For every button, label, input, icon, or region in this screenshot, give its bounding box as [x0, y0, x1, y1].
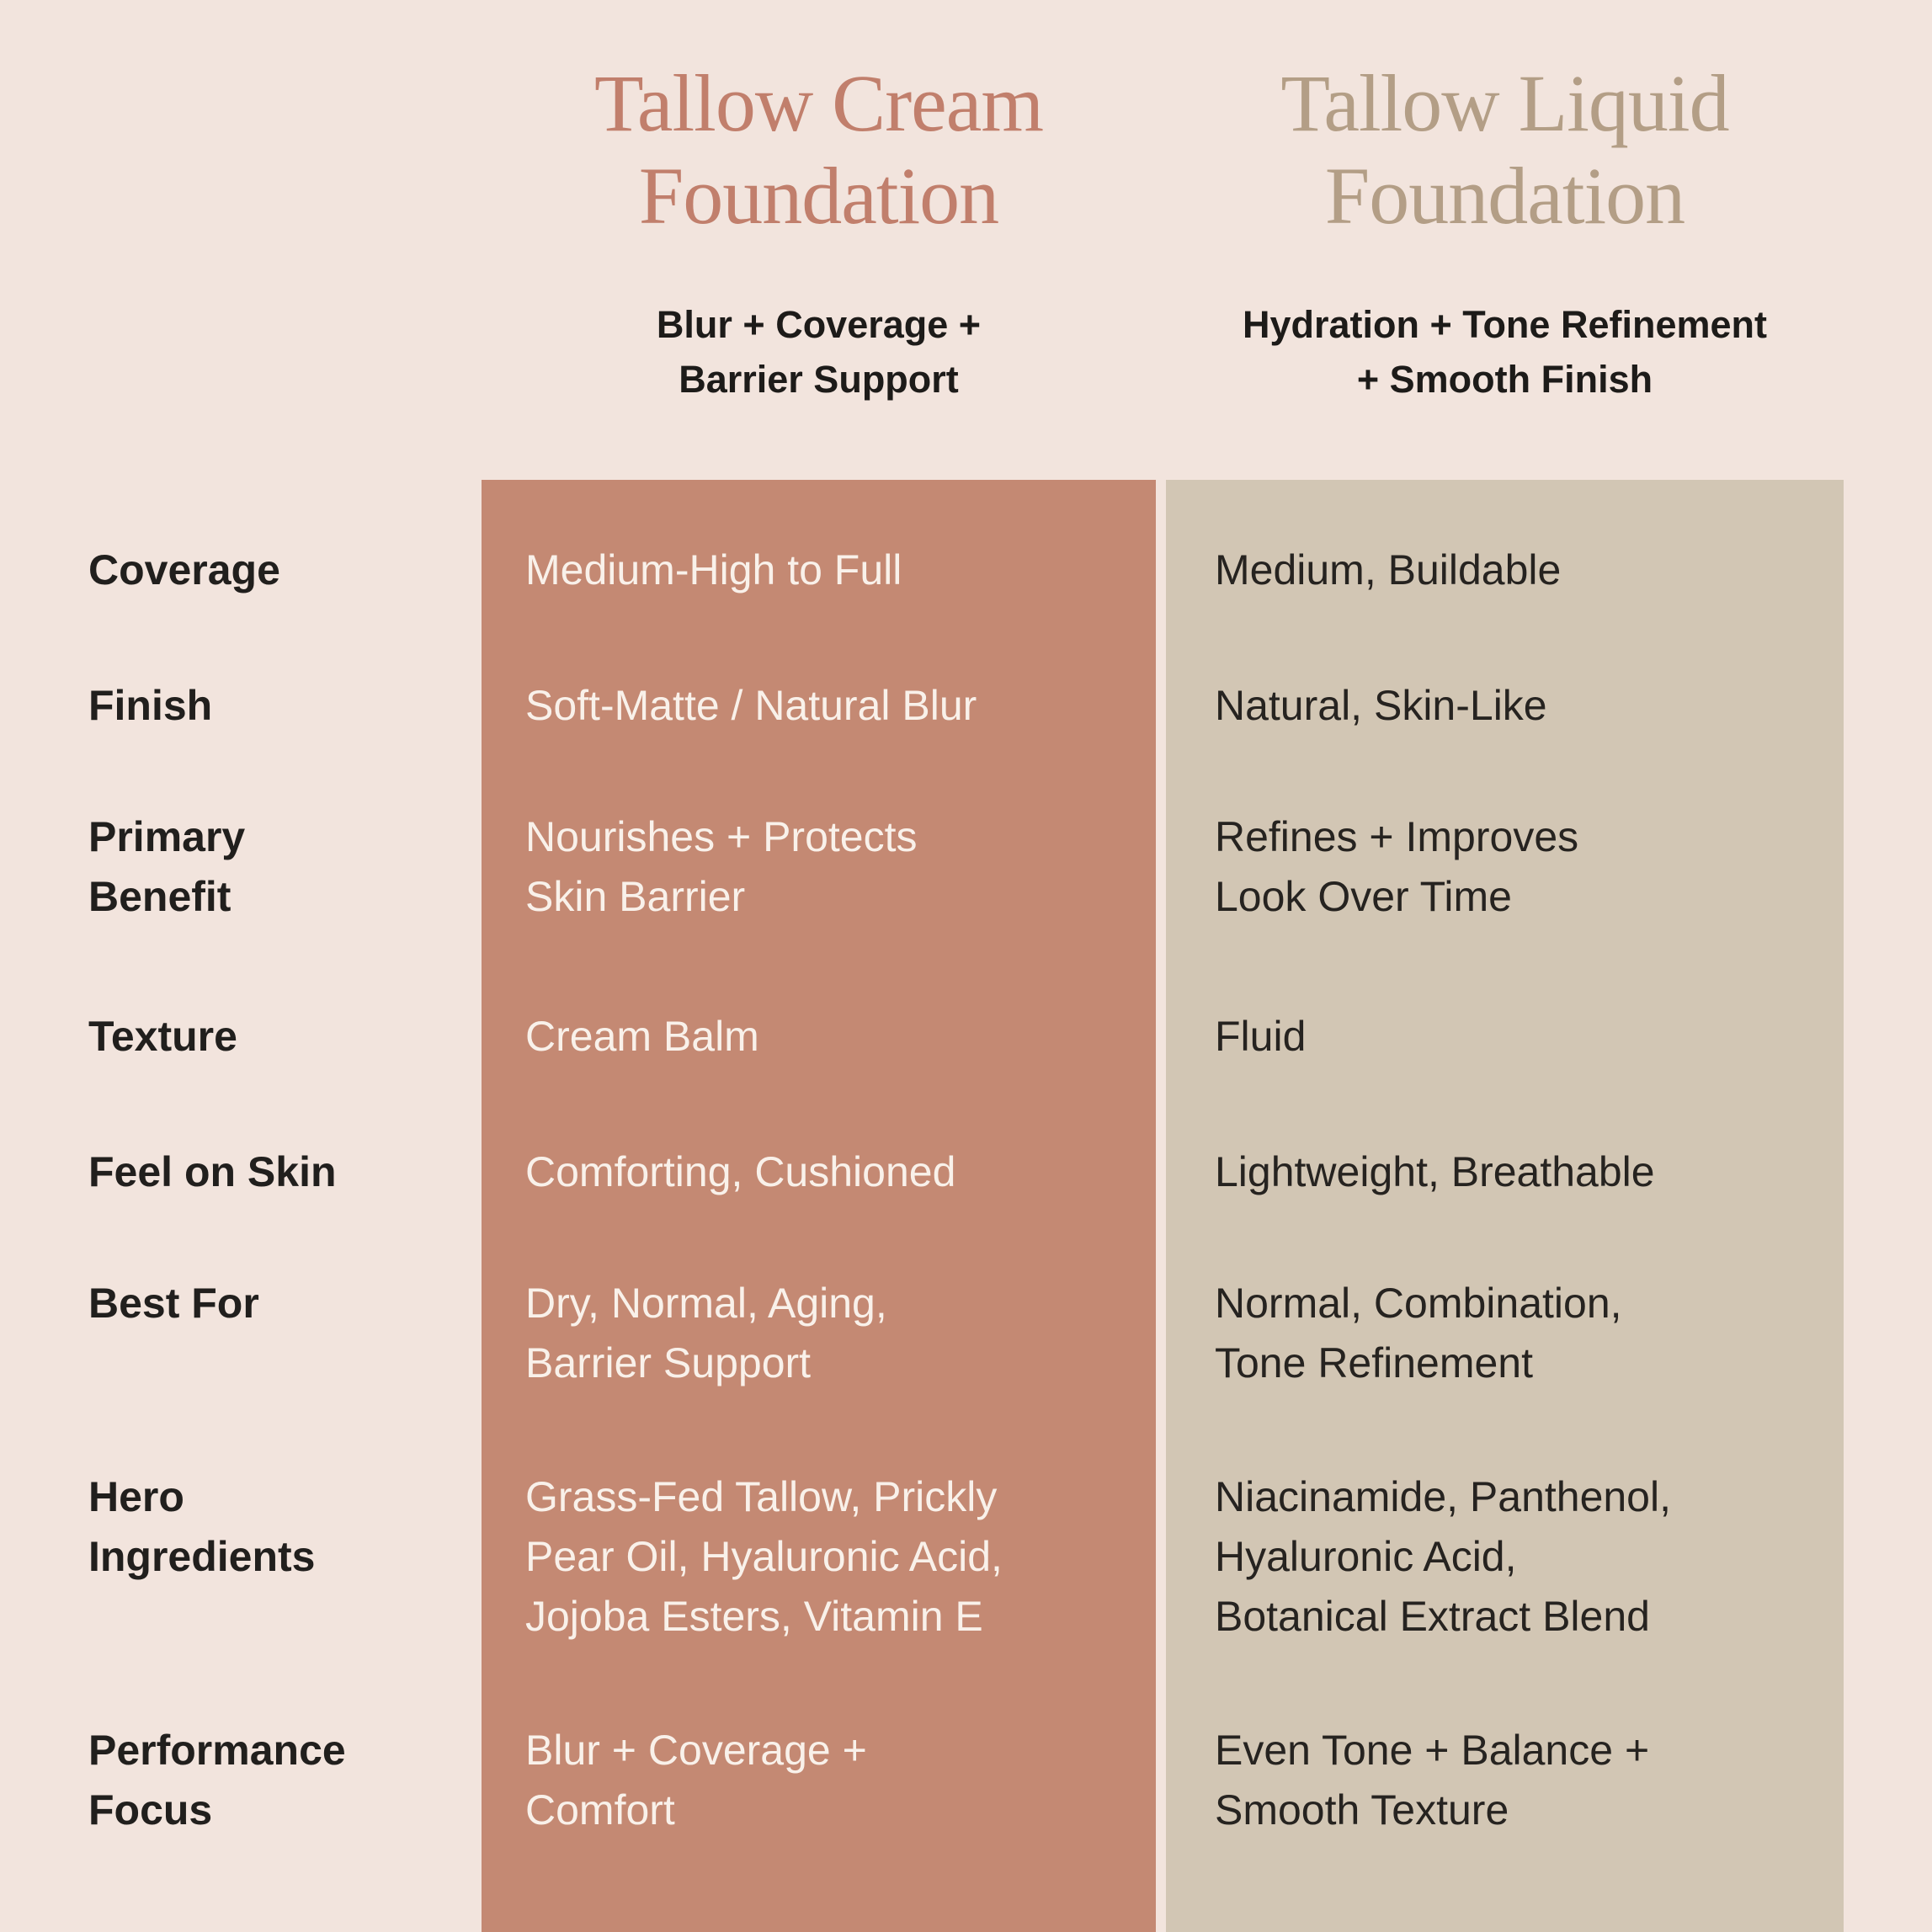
- liquid-value: Natural, Skin-Like: [1215, 682, 1547, 729]
- cream-column-header: Tallow Cream Foundation Blur + Coverage …: [482, 57, 1156, 407]
- table-row-finish: Finish Soft-Matte / Natural Blur Natural…: [0, 600, 1932, 736]
- cream-column-subtitle: Blur + Coverage + Barrier Support: [656, 302, 982, 402]
- cream-value: Medium-High to Full: [525, 546, 902, 593]
- cream-value: Soft-Matte / Natural Blur: [525, 682, 977, 729]
- table-row-hero-ingredients: Hero Ingredients Grass-Fed Tallow, Prick…: [0, 1393, 1932, 1647]
- table-row-coverage: Coverage Medium-High to Full Medium, Bui…: [0, 480, 1932, 600]
- liquid-value: Medium, Buildable: [1215, 546, 1562, 593]
- liquid-value: Niacinamide, Panthenol, Hyaluronic Acid,…: [1215, 1473, 1671, 1640]
- cream-value: Blur + Coverage + Comfort: [525, 1727, 867, 1834]
- liquid-value: Even Tone + Balance + Smooth Texture: [1215, 1727, 1650, 1834]
- cream-value: Comforting, Cushioned: [525, 1148, 956, 1195]
- cream-value: Dry, Normal, Aging, Barrier Support: [525, 1280, 887, 1386]
- row-label: Feel on Skin: [88, 1148, 337, 1195]
- liquid-value: Normal, Combination, Tone Refinement: [1215, 1280, 1622, 1386]
- liquid-column-subtitle: Hydration + Tone Refinement + Smooth Fin…: [1243, 302, 1767, 402]
- row-label: Texture: [88, 1013, 237, 1060]
- liquid-column-header: Tallow Liquid Foundation Hydration + Ton…: [1166, 57, 1844, 407]
- cream-column-title: Tallow Cream Foundation: [593, 58, 1044, 242]
- liquid-value: Refines + Improves Look Over Time: [1215, 813, 1579, 920]
- comparison-table: Coverage Medium-High to Full Medium, Bui…: [0, 480, 1932, 1840]
- cream-value: Grass-Fed Tallow, Prickly Pear Oil, Hyal…: [525, 1473, 1003, 1640]
- table-row-performance-focus: Performance Focus Blur + Coverage + Comf…: [0, 1647, 1932, 1840]
- cream-value: Nourishes + Protects Skin Barrier: [525, 813, 918, 920]
- row-label: Performance Focus: [88, 1727, 346, 1834]
- row-label: Best For: [88, 1280, 259, 1327]
- liquid-value: Lightweight, Breathable: [1215, 1148, 1655, 1195]
- liquid-column-title: Tallow Liquid Foundation: [1280, 58, 1729, 242]
- cream-value: Cream Balm: [525, 1013, 759, 1060]
- table-row-feel-on-skin: Feel on Skin Comforting, Cushioned Light…: [0, 1067, 1932, 1202]
- row-label: Primary Benefit: [88, 813, 246, 920]
- row-label: Coverage: [88, 546, 280, 593]
- liquid-column-panel: [1166, 480, 1844, 1932]
- table-row-best-for: Best For Dry, Normal, Aging, Barrier Sup…: [0, 1202, 1932, 1393]
- table-row-texture: Texture Cream Balm Fluid: [0, 927, 1932, 1067]
- row-label: Finish: [88, 682, 213, 729]
- row-label: Hero Ingredients: [88, 1473, 316, 1580]
- liquid-value: Fluid: [1215, 1013, 1307, 1060]
- cream-column-panel: [482, 480, 1156, 1932]
- table-row-primary-benefit: Primary Benefit Nourishes + Protects Ski…: [0, 736, 1932, 927]
